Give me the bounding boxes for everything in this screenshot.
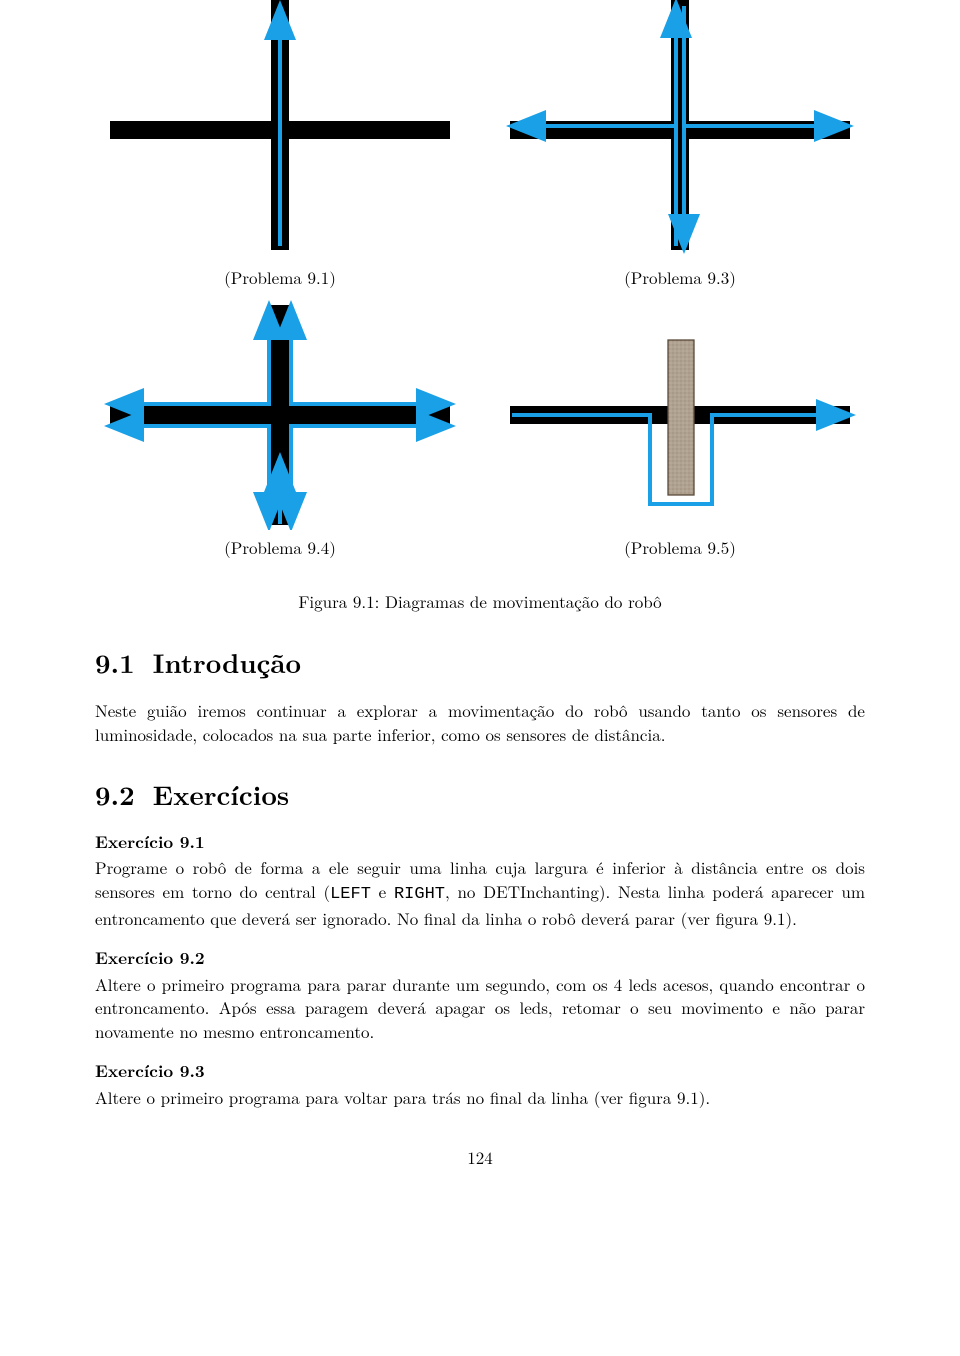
- exercise-2-title: Exercício 9.2: [95, 947, 865, 971]
- figure-caption-1: (Problema 9.1): [224, 266, 336, 290]
- code-left: LEFT: [330, 885, 371, 904]
- section-exerc-title: Exercícios: [153, 774, 289, 813]
- exercise-3-title: Exercício 9.3: [95, 1060, 865, 1084]
- section-intro-num: 9.1: [95, 642, 135, 681]
- figure-caption-4: (Problema 9.5): [624, 536, 736, 560]
- figure-caption-2: (Problema 9.3): [624, 266, 736, 290]
- figure-grid: (Problema 9.1) (Problema 9.3): [95, 0, 865, 560]
- figure-caption-3: (Problema 9.4): [224, 536, 336, 560]
- diagram-9-5: [500, 300, 860, 530]
- diagram-9-1: [100, 0, 460, 260]
- exercise-1-title: Exercício 9.1: [95, 831, 865, 855]
- figure-main-caption: Figura 9.1: Diagramas de movimentação do…: [95, 590, 865, 614]
- section-intro-heading: 9.1 Introdução: [95, 643, 865, 681]
- section-exerc-heading: 9.2 Exercícios: [95, 775, 865, 813]
- figure-cell-2: (Problema 9.3): [495, 0, 865, 290]
- section-exerc-num: 9.2: [95, 774, 135, 813]
- figure-cell-4: (Problema 9.5): [495, 300, 865, 560]
- exercise-2-body: Altere o primeiro programa para parar du…: [95, 973, 865, 1044]
- intro-body: Neste guião iremos continuar a explorar …: [95, 699, 865, 747]
- figure-cell-3: (Problema 9.4): [95, 300, 465, 560]
- exercise-3-body: Altere o primeiro programa para voltar p…: [95, 1086, 865, 1110]
- section-intro-title: Introdução: [153, 642, 301, 681]
- exercise-1-body: Programe o robô de forma a ele seguir um…: [95, 856, 865, 930]
- figure-cell-1: (Problema 9.1): [95, 0, 465, 290]
- exercise-1-mid: e: [371, 879, 394, 903]
- page-number: 124: [95, 1146, 865, 1170]
- diagram-9-3: [500, 0, 860, 260]
- diagram-9-4: [100, 300, 460, 530]
- code-right: RIGHT: [394, 885, 445, 904]
